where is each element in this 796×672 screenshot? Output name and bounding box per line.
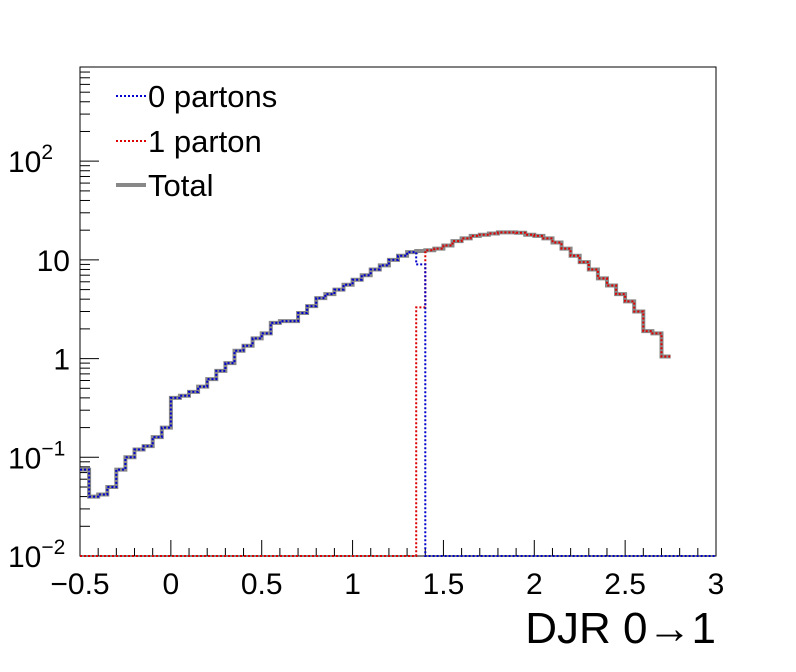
legend-label: 1 parton	[148, 124, 262, 159]
y-tick-label: 10−2	[8, 536, 65, 574]
y-axis-tick-labels: 10−2 10−1 1 10 102	[8, 141, 70, 574]
series-line-0-partons	[80, 251, 716, 557]
series-layer	[80, 230, 716, 557]
x-axis-title: DJR 0→1	[525, 604, 716, 653]
x-tick-label: 3	[708, 568, 725, 601]
x-tick-label: 1	[344, 568, 361, 601]
x-axis-ticks	[79, 540, 717, 556]
y-tick-label: 10	[37, 245, 70, 278]
y-tick-label: 1	[53, 344, 70, 377]
legend-label: 0 partons	[148, 79, 277, 114]
x-tick-label: 0	[163, 568, 180, 601]
x-tick-label: −0.5	[50, 568, 109, 601]
legend: 0 partons 1 parton Total	[116, 79, 277, 203]
x-tick-label: 2.5	[604, 568, 646, 601]
series-line-1-parton	[80, 231, 671, 557]
x-tick-label: 2	[526, 568, 543, 601]
series-line-Total	[80, 230, 671, 499]
legend-label: Total	[148, 168, 213, 203]
x-tick-label: 0.5	[241, 568, 283, 601]
y-tick-label: 10−1	[8, 437, 65, 475]
x-axis-tick-labels: −0.5 0 0.5 1 1.5 2 2.5 3	[50, 568, 724, 601]
x-tick-label: 1.5	[423, 568, 465, 601]
y-tick-label: 102	[8, 141, 53, 179]
